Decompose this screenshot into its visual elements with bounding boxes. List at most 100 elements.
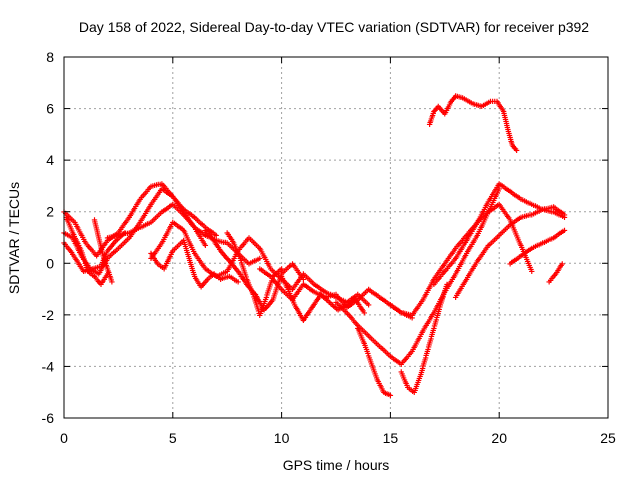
data-point: + <box>269 274 275 285</box>
data-point: + <box>402 309 408 320</box>
data-point: + <box>195 228 201 239</box>
data-point: + <box>165 227 171 238</box>
data-point: + <box>198 218 204 229</box>
data-point: + <box>104 248 110 259</box>
data-point: + <box>520 245 526 256</box>
data-point: + <box>104 246 110 257</box>
data-point: + <box>212 238 218 249</box>
data-point: + <box>76 246 82 257</box>
data-point: + <box>153 257 159 268</box>
data-point: + <box>297 285 303 296</box>
data-point: + <box>241 266 247 277</box>
data-point: + <box>112 230 118 241</box>
data-point: + <box>187 218 193 229</box>
data-point: + <box>96 248 102 259</box>
data-point: + <box>482 99 488 110</box>
data-point: + <box>529 267 535 278</box>
data-point: + <box>458 283 464 294</box>
data-point: + <box>486 195 492 206</box>
data-point: + <box>477 212 483 223</box>
data-point: + <box>418 370 424 381</box>
data-point: + <box>449 95 455 106</box>
data-point: + <box>437 300 443 311</box>
data-point: + <box>230 261 236 272</box>
data-point: + <box>372 369 378 380</box>
data-point: + <box>387 352 393 363</box>
data-point: + <box>411 343 417 354</box>
data-point: + <box>321 292 327 303</box>
data-point: + <box>364 286 370 297</box>
data-point: + <box>424 319 430 330</box>
data-point: + <box>538 239 544 250</box>
data-point: + <box>101 274 107 285</box>
data-point: + <box>229 259 235 270</box>
data-point: + <box>499 105 505 116</box>
data-point: + <box>447 260 453 271</box>
data-point: + <box>208 272 214 283</box>
data-point: + <box>97 237 103 248</box>
data-point: + <box>406 384 412 395</box>
data-point: + <box>260 304 266 315</box>
data-point: + <box>182 229 188 240</box>
data-point: + <box>95 249 101 260</box>
data-point: + <box>295 276 301 287</box>
data-point: + <box>434 313 440 324</box>
data-point: + <box>271 270 277 281</box>
data-point: + <box>67 246 73 257</box>
data-point: + <box>138 193 144 204</box>
data-point: + <box>346 299 352 310</box>
data-point: + <box>478 251 484 262</box>
data-point: + <box>103 271 109 282</box>
data-point: + <box>458 237 464 248</box>
data-point: + <box>102 252 108 263</box>
data-point: + <box>277 273 283 284</box>
data-point: + <box>439 106 445 117</box>
data-point: + <box>536 240 542 251</box>
data-point: + <box>235 249 241 260</box>
data-point: + <box>401 373 407 384</box>
data-point: + <box>378 293 384 304</box>
data-point: + <box>367 333 373 344</box>
data-point: + <box>68 224 74 235</box>
data-point: + <box>287 288 293 299</box>
data-point: + <box>233 276 239 287</box>
data-point: + <box>163 184 169 195</box>
data-point: + <box>200 237 206 248</box>
data-point: + <box>387 300 393 311</box>
data-point: + <box>363 345 369 356</box>
data-point: + <box>432 278 438 289</box>
data-point: + <box>104 233 110 244</box>
data-point: + <box>461 94 467 105</box>
data-point: + <box>322 294 328 305</box>
data-point: + <box>179 206 185 217</box>
data-point: + <box>387 390 393 401</box>
data-point: + <box>353 295 359 306</box>
data-point: + <box>78 263 84 274</box>
data-point: + <box>410 309 416 320</box>
data-point: + <box>319 291 325 302</box>
data-point: + <box>231 253 237 264</box>
data-point: + <box>98 261 104 272</box>
data-point: + <box>221 250 227 261</box>
data-point: + <box>114 245 120 256</box>
data-point: + <box>174 197 180 208</box>
data-point: + <box>480 206 486 217</box>
data-point: + <box>423 353 429 364</box>
data-point: + <box>552 208 558 219</box>
data-point: + <box>199 228 205 239</box>
data-point: + <box>472 221 478 232</box>
data-point: + <box>255 306 261 317</box>
data-point: + <box>292 291 298 302</box>
data-point: + <box>283 289 289 300</box>
data-point: + <box>467 230 473 241</box>
data-point: + <box>228 259 234 270</box>
data-point: + <box>95 231 101 242</box>
data-point: + <box>538 206 544 217</box>
data-point: + <box>471 236 477 247</box>
data-point: + <box>322 292 328 303</box>
data-point: + <box>156 187 162 198</box>
data-point: + <box>146 218 152 229</box>
data-point: + <box>415 378 421 389</box>
data-point: + <box>102 259 108 270</box>
data-point: + <box>519 243 525 254</box>
